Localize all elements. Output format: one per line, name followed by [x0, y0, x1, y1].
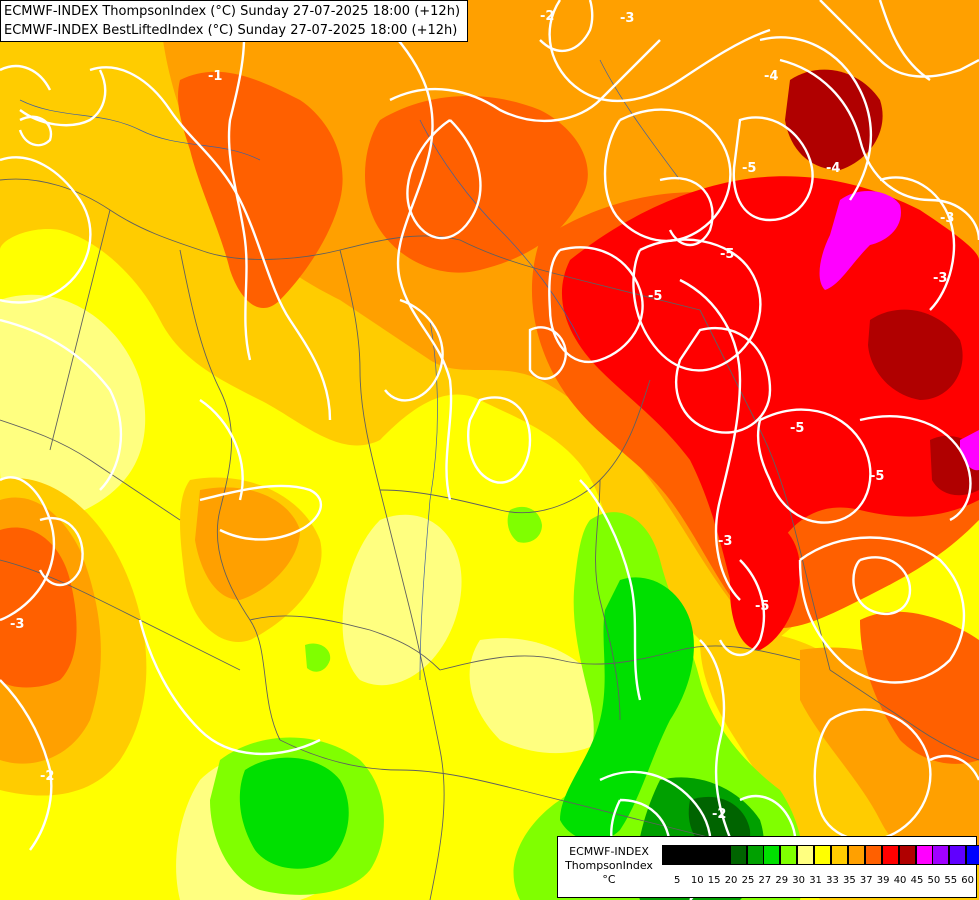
contour-label: -4: [826, 161, 840, 176]
legend-tick-label: 55: [944, 875, 958, 886]
legend-tick-label: 29: [775, 875, 789, 886]
legend-tick-label: 50: [927, 875, 941, 886]
legend-unit: °C: [602, 873, 616, 886]
field-50-area: [819, 190, 901, 290]
legend-tick-label: 27: [758, 875, 772, 886]
legend-tick-label: 25: [741, 875, 755, 886]
legend-swatch: [712, 845, 730, 865]
legend-tick-label: 37: [859, 875, 873, 886]
legend-title: ECMWF-INDEX ThompsonIndex °C: [560, 845, 658, 887]
contour-label: -3: [10, 617, 24, 632]
contour-label: -2: [40, 769, 54, 784]
legend-swatch: [729, 845, 747, 865]
legend-swatch: [763, 845, 781, 865]
rivers: [19, 59, 681, 681]
legend-swatch: [662, 845, 679, 865]
legend-swatch: [695, 845, 713, 865]
contour-label: -5: [720, 247, 734, 262]
legend-swatch: [797, 845, 815, 865]
contour-label: -1: [208, 69, 222, 84]
legend-tick-label: 15: [707, 875, 721, 886]
contour-label: -3: [933, 271, 947, 286]
contour-label: -2: [712, 807, 726, 822]
title-line-lifted: ECMWF-INDEX BestLiftedIndex (°C) Sunday …: [4, 23, 458, 38]
contour-label: -5: [755, 599, 769, 614]
legend-swatch: [966, 845, 979, 865]
field-39-area: [178, 71, 343, 309]
legend-swatch: [814, 845, 832, 865]
legend-swatch: [949, 845, 967, 865]
contour-label: -5: [648, 289, 662, 304]
legend-tick-label: 31: [809, 875, 822, 886]
contour-labels: -1 -2 -3 -4 -5 -3 -5 -5 -5 -4 -3 -5 -3 -…: [10, 9, 954, 822]
legend-tick-label: 10: [690, 875, 704, 886]
contour-label: -3: [940, 211, 954, 226]
map-title: ECMWF-INDEX ThompsonIndex (°C) Sunday 27…: [0, 0, 468, 42]
legend-swatch: [678, 845, 696, 865]
contour-label: -5: [870, 469, 884, 484]
legend-swatch: [915, 845, 933, 865]
title-line-thompson: ECMWF-INDEX ThompsonIndex (°C) Sunday 27…: [4, 4, 461, 19]
legend-swatch: [746, 845, 764, 865]
field-45-area: [785, 69, 883, 170]
legend-tick-label: 5: [674, 875, 681, 886]
contour-label: -5: [742, 161, 756, 176]
field-31-area: [0, 294, 146, 522]
borders: [0, 178, 979, 900]
legend-tick-label: 35: [843, 875, 856, 886]
legend-swatch: [932, 845, 950, 865]
legend-swatch: [780, 845, 798, 865]
legend-tick-label: 30: [792, 875, 806, 886]
legend-swatch: [898, 845, 916, 865]
legend-param: ThompsonIndex: [565, 859, 653, 872]
legend-swatch: [831, 845, 848, 865]
color-legend: ECMWF-INDEX ThompsonIndex °C 5 10 15 20 25 27…: [557, 836, 979, 898]
contour-label: -5: [790, 421, 804, 436]
legend-swatch: [881, 845, 899, 865]
contour-label: -2: [540, 9, 554, 24]
legend-tick-label: 33: [826, 875, 839, 886]
legend-tick-label: 60: [961, 875, 975, 886]
contour-label: -3: [718, 534, 732, 549]
legend-swatch: [847, 845, 865, 865]
contour-label: -3: [620, 11, 634, 26]
legend-tick-label: 45: [910, 875, 924, 886]
legend-tick-label: 40: [893, 875, 907, 886]
legend-tick-label: 39: [876, 875, 890, 886]
legend-tick-label: 20: [724, 875, 738, 886]
legend-source: ECMWF-INDEX: [569, 845, 649, 858]
legend-swatch: [864, 845, 882, 865]
contour-label: -4: [764, 69, 778, 84]
